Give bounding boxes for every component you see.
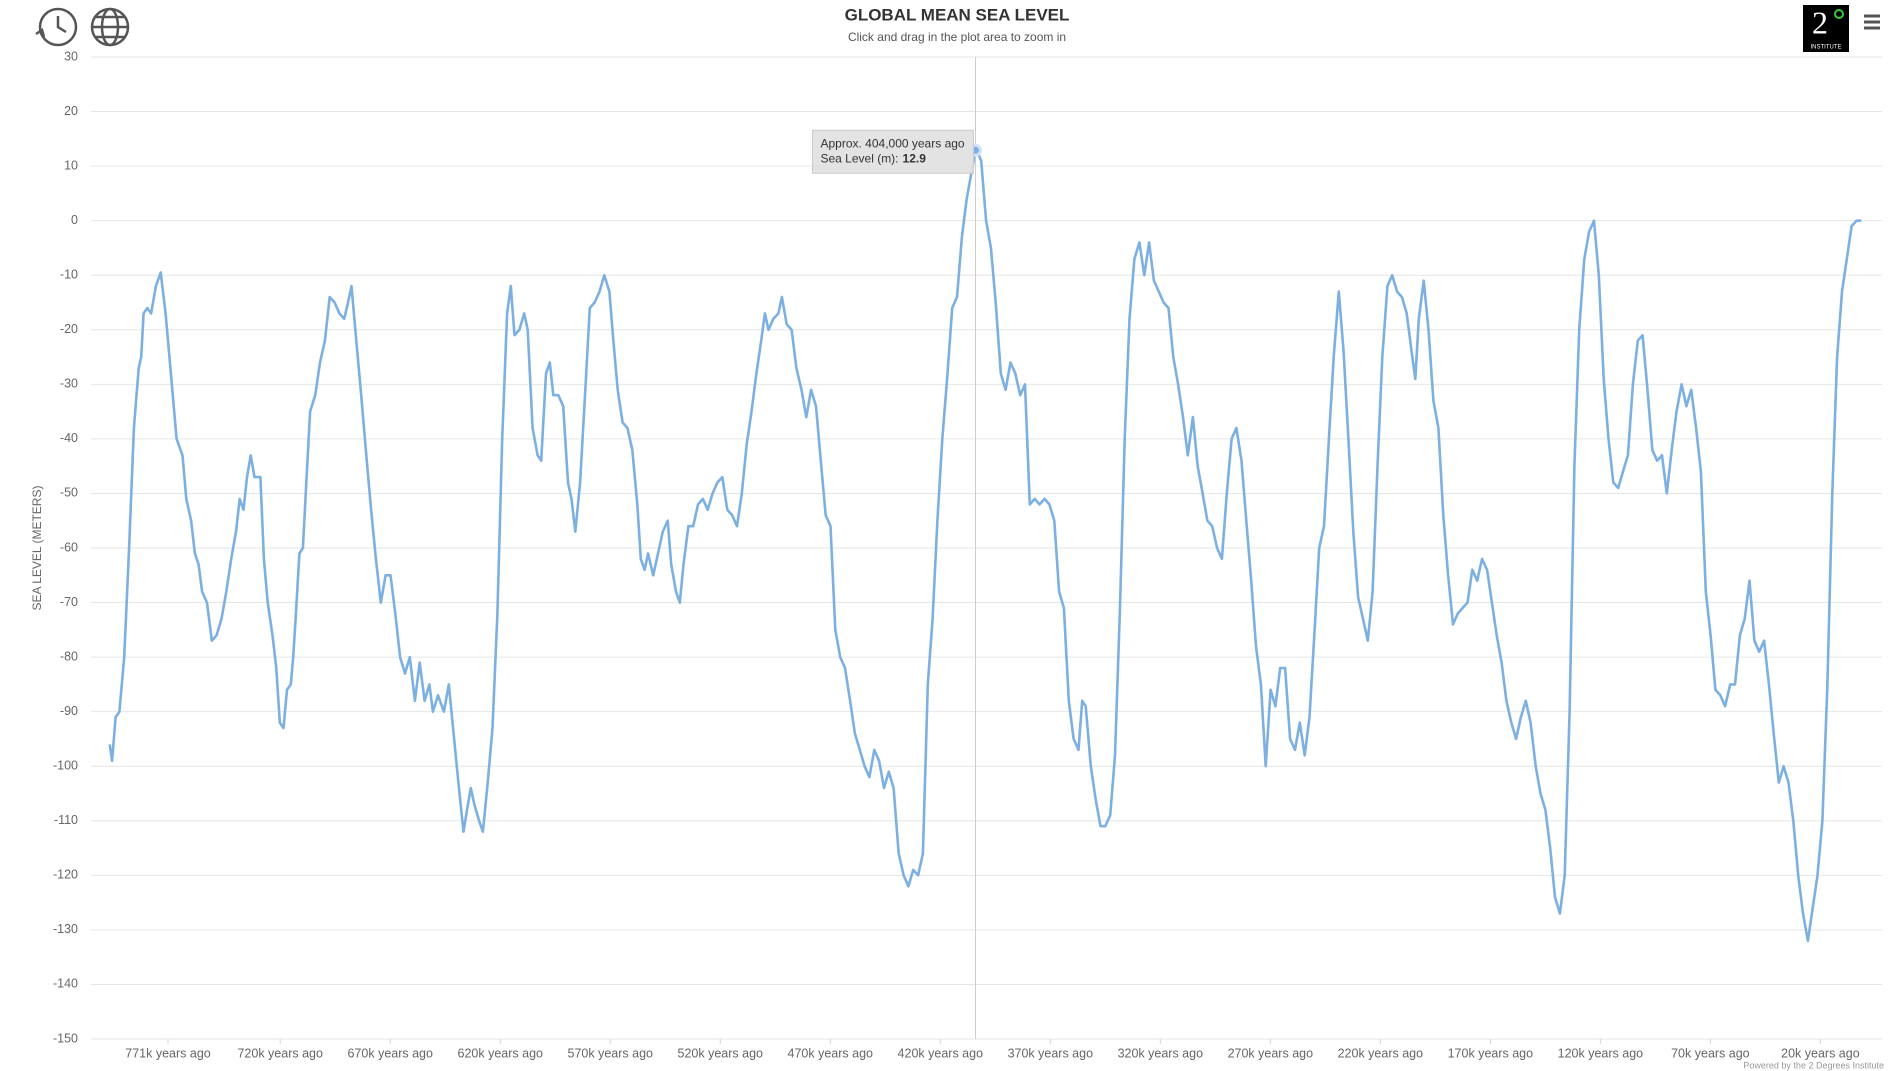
y-tick-label: -80 xyxy=(60,649,78,663)
y-tick-label: 30 xyxy=(64,49,78,63)
x-tick-label: 771k years ago xyxy=(125,1046,211,1060)
y-tick-label: -10 xyxy=(60,268,78,282)
history-icon[interactable] xyxy=(35,7,78,47)
y-tick-label: -70 xyxy=(60,595,78,609)
chart-title: GLOBAL MEAN SEA LEVEL xyxy=(845,5,1070,24)
y-tick-label: -60 xyxy=(60,540,78,554)
x-tick-label: 420k years ago xyxy=(898,1046,984,1060)
y-tick-label: 10 xyxy=(64,158,78,172)
x-tick-label: 220k years ago xyxy=(1338,1046,1424,1060)
y-tick-label: -20 xyxy=(60,322,78,336)
tooltip-label: Sea Level (m): xyxy=(820,151,898,165)
y-tick-label: -30 xyxy=(60,377,78,391)
x-tick-label: 20k years ago xyxy=(1781,1046,1860,1060)
logo-caption: INSTITUTE xyxy=(1811,45,1842,51)
menu-button[interactable] xyxy=(1864,14,1880,30)
x-tick-label: 320k years ago xyxy=(1118,1046,1204,1060)
x-tick-label: 520k years ago xyxy=(678,1046,764,1060)
y-tick-label: 0 xyxy=(71,213,78,227)
x-tick-label: 470k years ago xyxy=(788,1046,874,1060)
x-tick-label: 720k years ago xyxy=(237,1046,323,1060)
y-tick-label: -50 xyxy=(60,486,78,500)
logo-text: 2 xyxy=(1812,4,1828,40)
y-tick-label: -100 xyxy=(53,759,78,773)
y-tick-label: -140 xyxy=(53,977,78,991)
globe-icon[interactable] xyxy=(90,7,130,47)
x-tick-label: 120k years ago xyxy=(1558,1046,1644,1060)
y-tick-label: -120 xyxy=(53,868,78,882)
y-tick-label: -40 xyxy=(60,431,78,445)
x-tick-label: 620k years ago xyxy=(458,1046,544,1060)
tooltip-title: Approx. 404,000 years ago xyxy=(820,136,964,150)
x-tick-label: 170k years ago xyxy=(1448,1046,1534,1060)
tooltip-body: Sea Level (m): 12.9 xyxy=(820,151,926,165)
x-tick-label: 570k years ago xyxy=(568,1046,654,1060)
x-tick-label: 670k years ago xyxy=(347,1046,433,1060)
tooltip-value: 12.9 xyxy=(903,151,927,165)
x-tick-label: 70k years ago xyxy=(1671,1046,1750,1060)
x-tick-label: 370k years ago xyxy=(1008,1046,1094,1060)
x-tick-label: 270k years ago xyxy=(1228,1046,1314,1060)
logo: 2 INSTITUTE xyxy=(1803,4,1849,52)
y-tick-label: 20 xyxy=(64,104,78,118)
chart-subtitle: Click and drag in the plot area to zoom … xyxy=(848,30,1066,44)
data-line xyxy=(108,149,1862,943)
credit: Powered by the 2 Degrees Institute xyxy=(1743,1060,1884,1070)
y-tick-label: -110 xyxy=(54,813,78,827)
tooltip-box xyxy=(811,129,974,174)
y-tick-label: -130 xyxy=(53,922,78,936)
y-tick-label: -150 xyxy=(53,1031,78,1045)
y-tick-label: -90 xyxy=(60,704,78,718)
y-axis-title: SEA LEVEL (METERS) xyxy=(30,486,44,611)
